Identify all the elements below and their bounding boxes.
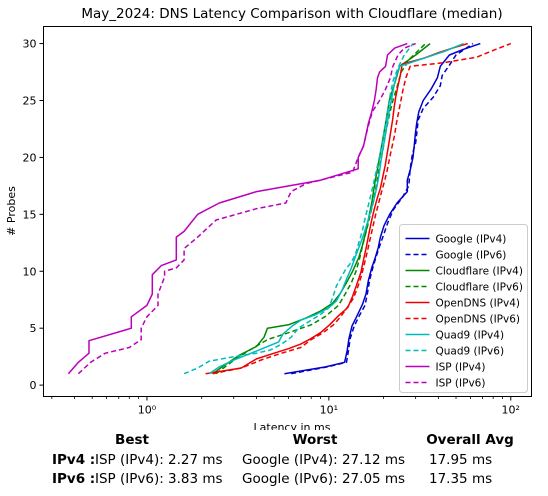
legend-entry: Quad9 (IPv4) [436, 330, 505, 342]
series-line-opendns-ipv4 [205, 42, 468, 375]
axis-ticks: 0 5 10 15 20 25 30 10⁰ 10¹ 10² [23, 38, 520, 417]
legend-box [399, 224, 528, 393]
y-tick-label: 20 [23, 151, 37, 164]
dns-latency-chart: May_2024: DNS Latency Comparison with Cl… [5, 6, 532, 430]
best-header: Best [115, 432, 149, 448]
worst-header: Worst [292, 432, 338, 448]
legend-entry: OpenDNS (IPv6) [436, 314, 521, 326]
legend-entry: ISP (IPv4) [436, 362, 486, 374]
legend-entry: Cloudflare (IPv6) [436, 282, 523, 294]
ipv6-row-label: IPv6 : [52, 471, 96, 487]
series-line-opendns-ipv6 [212, 42, 512, 375]
y-tick-label: 25 [23, 95, 37, 108]
plot-frame [43, 26, 532, 397]
series-line-quad9-ipv4 [208, 42, 464, 375]
ipv6-best-value: ISP (IPv6): 3.83 ms [95, 471, 223, 487]
legend: Google (IPv4) Google (IPv6) Cloudflare (IP… [399, 224, 528, 393]
ipv4-avg-value: 17.95 ms [429, 452, 493, 468]
ipv4-worst-value: Google (IPv4): 27.12 ms [242, 452, 406, 468]
y-tick-label: 5 [30, 322, 37, 335]
ipv4-best-value: ISP (IPv4): 2.27 ms [95, 452, 223, 468]
chart-title: May_2024: DNS Latency Comparison with Cl… [81, 6, 502, 22]
series-line-google-ipv6 [290, 42, 474, 375]
legend-entry: Google (IPv4) [436, 234, 507, 246]
legend-entry: Quad9 (IPv6) [436, 346, 505, 358]
legend-entry: ISP (IPv6) [436, 378, 486, 390]
y-tick-label: 0 [30, 379, 37, 392]
series-line-isp-ipv4 [67, 42, 408, 375]
legend-entry: OpenDNS (IPv4) [436, 298, 521, 310]
y-tick-label: 10 [23, 265, 37, 278]
y-axis-label: # Probes [5, 186, 18, 236]
x-axis-label: Latency in ms [254, 421, 331, 430]
series-line-isp-ipv6 [77, 42, 416, 375]
x-tick-label: 10⁰ [138, 404, 157, 417]
x-tick-label: 10² [502, 404, 520, 417]
x-tick-label: 10¹ [320, 404, 338, 417]
ipv6-worst-value: Google (IPv6): 27.05 ms [242, 471, 406, 487]
legend-entry: Cloudflare (IPv4) [436, 266, 523, 278]
legend-entry: Google (IPv6) [436, 250, 507, 262]
series-line-cloudflare-ipv4 [212, 43, 431, 375]
y-tick-label: 30 [23, 38, 37, 51]
ipv6-avg-value: 17.35 ms [429, 471, 493, 487]
avg-header: Overall Avg [426, 432, 514, 448]
ipv4-row-label: IPv4 : [52, 452, 96, 468]
series-line-quad9-ipv6 [183, 43, 414, 375]
y-tick-label: 15 [23, 208, 37, 221]
series-lines [67, 42, 512, 375]
